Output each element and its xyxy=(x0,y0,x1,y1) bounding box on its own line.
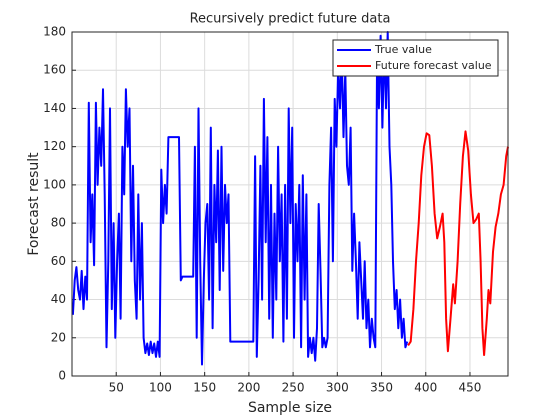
chart-title: Recursively predict future data xyxy=(190,12,391,27)
legend-label: True value xyxy=(374,43,432,56)
y-tick-label: 120 xyxy=(43,139,66,153)
x-tick-label: 50 xyxy=(109,381,124,395)
data-line xyxy=(407,130,509,356)
x-tick-label: 350 xyxy=(370,381,393,395)
x-tick-label: 250 xyxy=(282,381,305,395)
y-tick-label: 80 xyxy=(51,216,66,230)
x-tick-label: 400 xyxy=(414,381,437,395)
x-tick-label: 150 xyxy=(193,381,216,395)
y-tick-label: 140 xyxy=(43,101,66,115)
y-tick-label: 160 xyxy=(43,63,66,77)
y-tick-label: 60 xyxy=(51,254,66,268)
plot-frame xyxy=(71,31,509,377)
data-line xyxy=(71,31,409,366)
y-tick-label: 40 xyxy=(51,292,66,306)
y-tick-label: 20 xyxy=(51,330,66,344)
legend-label: Future forecast value xyxy=(375,59,492,72)
x-tick-label: 200 xyxy=(237,381,260,395)
y-tick-label: 0 xyxy=(58,369,66,383)
legend-box xyxy=(332,39,499,77)
y-axis-label: Forecast result xyxy=(26,152,42,256)
x-tick-label: 100 xyxy=(149,381,172,395)
x-tick-label: 450 xyxy=(459,381,482,395)
x-tick-label: 300 xyxy=(326,381,349,395)
x-axis-label: Sample size xyxy=(248,400,332,416)
y-tick-label: 180 xyxy=(43,25,66,39)
y-tick-label: 100 xyxy=(43,177,66,191)
